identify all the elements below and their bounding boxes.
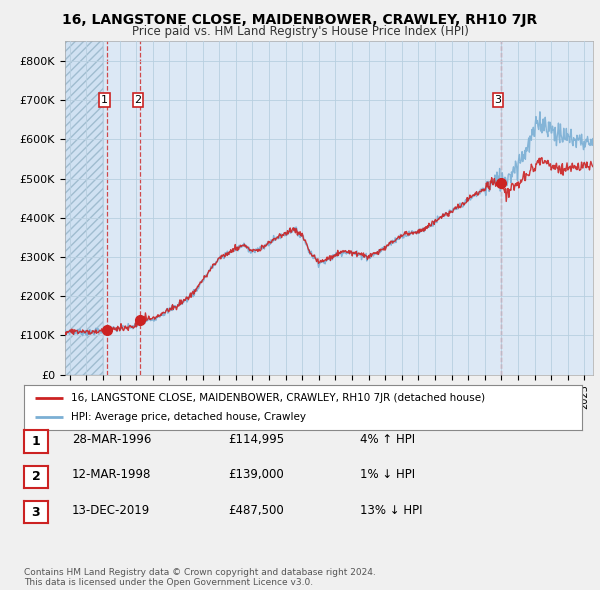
Text: £487,500: £487,500 (228, 504, 284, 517)
Bar (65, 41, 103, 375)
Text: £114,995: £114,995 (228, 433, 284, 446)
Text: 2: 2 (134, 95, 142, 105)
Text: 4% ↑ HPI: 4% ↑ HPI (360, 433, 415, 446)
Text: 12-MAR-1998: 12-MAR-1998 (72, 468, 151, 481)
Text: Contains HM Land Registry data © Crown copyright and database right 2024.
This d: Contains HM Land Registry data © Crown c… (24, 568, 376, 587)
Text: 13-DEC-2019: 13-DEC-2019 (72, 504, 150, 517)
Bar (65, 41, 103, 375)
Text: 1: 1 (101, 95, 108, 105)
Text: 28-MAR-1996: 28-MAR-1996 (72, 433, 151, 446)
Text: £139,000: £139,000 (228, 468, 284, 481)
Text: 13% ↓ HPI: 13% ↓ HPI (360, 504, 422, 517)
Text: Price paid vs. HM Land Registry's House Price Index (HPI): Price paid vs. HM Land Registry's House … (131, 25, 469, 38)
Text: 3: 3 (494, 95, 502, 105)
Text: 2: 2 (32, 470, 40, 483)
Text: 3: 3 (32, 506, 40, 519)
Text: HPI: Average price, detached house, Crawley: HPI: Average price, detached house, Craw… (71, 412, 307, 422)
Text: 16, LANGSTONE CLOSE, MAIDENBOWER, CRAWLEY, RH10 7JR: 16, LANGSTONE CLOSE, MAIDENBOWER, CRAWLE… (62, 13, 538, 27)
Text: 16, LANGSTONE CLOSE, MAIDENBOWER, CRAWLEY, RH10 7JR (detached house): 16, LANGSTONE CLOSE, MAIDENBOWER, CRAWLE… (71, 393, 485, 402)
Text: 1% ↓ HPI: 1% ↓ HPI (360, 468, 415, 481)
Text: 1: 1 (32, 435, 40, 448)
